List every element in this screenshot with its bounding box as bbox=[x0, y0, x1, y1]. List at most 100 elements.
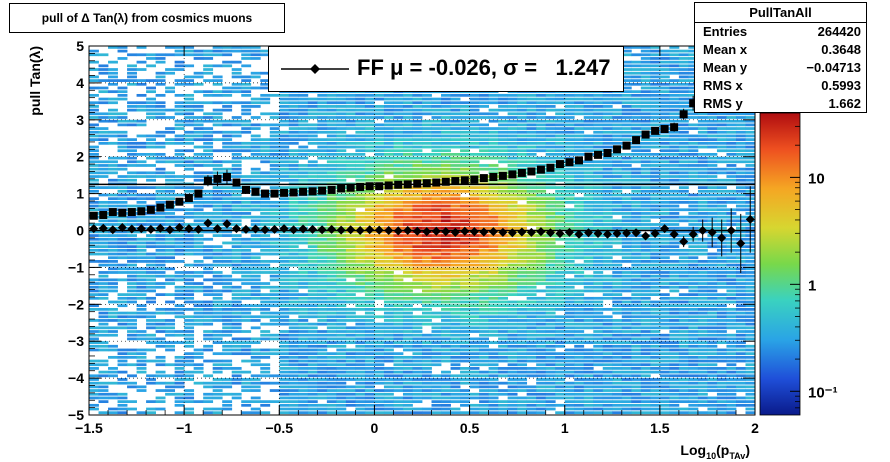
data-point bbox=[698, 226, 708, 235]
stats-label: RMS x bbox=[703, 78, 743, 93]
data-point bbox=[717, 233, 727, 243]
data-point bbox=[127, 208, 136, 217]
data-point bbox=[98, 223, 108, 233]
data-point bbox=[231, 224, 241, 234]
data-point bbox=[308, 224, 318, 234]
data-point bbox=[232, 178, 241, 187]
data-point bbox=[707, 227, 717, 237]
data-point bbox=[565, 158, 574, 167]
data-point bbox=[507, 228, 517, 238]
data-point bbox=[156, 203, 165, 212]
data-point bbox=[669, 229, 679, 239]
y-tick-label: 3 bbox=[76, 112, 84, 128]
x-tick-label: −0.5 bbox=[265, 420, 293, 436]
data-point bbox=[241, 185, 250, 194]
data-point bbox=[593, 228, 603, 238]
data-point bbox=[299, 187, 308, 196]
x-tick-label: −1.5 bbox=[75, 420, 103, 436]
z-tick-label: 1 bbox=[808, 277, 816, 294]
plot-title: pull of Δ Tan(λ) from cosmics muons bbox=[9, 3, 285, 33]
data-point bbox=[612, 228, 622, 238]
data-point bbox=[422, 227, 432, 237]
data-point bbox=[498, 171, 507, 180]
data-point bbox=[508, 170, 517, 179]
y-tick-label: −3 bbox=[68, 333, 84, 349]
data-point bbox=[479, 174, 488, 183]
data-point bbox=[451, 177, 460, 186]
data-point bbox=[460, 176, 469, 185]
data-point bbox=[489, 172, 498, 181]
data-point bbox=[118, 208, 127, 217]
data-point bbox=[632, 136, 641, 145]
legend: FF μ = -0.026, σ = 1.247 bbox=[268, 46, 624, 92]
data-point bbox=[99, 211, 108, 220]
stats-row: Mean y −0.04713 bbox=[695, 59, 866, 77]
data-point bbox=[469, 227, 479, 237]
series-mean bbox=[89, 186, 755, 273]
data-point bbox=[688, 229, 698, 239]
data-point bbox=[174, 223, 184, 233]
data-point bbox=[212, 224, 222, 234]
data-point bbox=[631, 228, 641, 238]
profile-markers bbox=[89, 81, 755, 273]
data-point bbox=[155, 223, 165, 233]
data-point bbox=[270, 189, 279, 198]
z-tick-label: 10 bbox=[808, 170, 825, 187]
x-tick-label: 0 bbox=[371, 420, 379, 436]
x-tick-label: 1 bbox=[561, 420, 569, 436]
data-point bbox=[184, 224, 194, 234]
stats-value: 264420 bbox=[817, 24, 861, 39]
data-point bbox=[222, 219, 232, 229]
data-point bbox=[555, 228, 565, 238]
data-point bbox=[165, 200, 174, 209]
data-point bbox=[270, 224, 280, 234]
y-tick-label: 0 bbox=[76, 223, 84, 239]
x-tick-label: −1 bbox=[176, 420, 192, 436]
legend-marker bbox=[281, 64, 349, 74]
data-point bbox=[745, 214, 755, 224]
data-point bbox=[127, 224, 137, 234]
data-point bbox=[527, 167, 536, 176]
data-point bbox=[584, 228, 593, 238]
data-point bbox=[641, 231, 651, 241]
y-axis-label: pull Tan(λ) bbox=[27, 46, 43, 116]
data-point bbox=[670, 123, 679, 132]
data-point bbox=[574, 156, 583, 165]
data-point bbox=[175, 197, 184, 206]
data-point bbox=[413, 179, 422, 188]
data-point bbox=[289, 225, 299, 235]
data-point bbox=[327, 185, 336, 194]
data-point bbox=[441, 177, 450, 186]
data-point bbox=[517, 227, 527, 237]
stats-row: Mean x 0.3648 bbox=[695, 41, 866, 59]
data-point bbox=[146, 224, 156, 234]
data-point bbox=[613, 145, 622, 154]
data-point bbox=[679, 237, 689, 247]
stats-label: Entries bbox=[703, 24, 748, 39]
stats-label: Mean x bbox=[703, 42, 748, 57]
data-point bbox=[460, 226, 470, 236]
data-point bbox=[213, 174, 222, 183]
data-point bbox=[384, 226, 394, 235]
stats-value: 0.3648 bbox=[821, 42, 861, 57]
data-point bbox=[356, 182, 365, 191]
data-point bbox=[555, 160, 564, 169]
data-point bbox=[393, 226, 403, 236]
data-point bbox=[279, 224, 289, 234]
data-point bbox=[622, 141, 631, 150]
stats-row: RMS y 1.662 bbox=[695, 95, 866, 113]
data-point bbox=[526, 227, 536, 237]
data-point bbox=[412, 226, 422, 236]
data-point bbox=[346, 183, 355, 192]
data-point bbox=[365, 225, 375, 235]
data-point bbox=[365, 182, 374, 191]
series-rms bbox=[89, 81, 707, 220]
stats-title: PullTanAll bbox=[695, 3, 866, 23]
y-tick-label: 4 bbox=[76, 75, 84, 91]
z-tick-label: 10⁻¹ bbox=[808, 384, 838, 401]
data-point bbox=[422, 179, 431, 188]
data-point bbox=[327, 224, 337, 234]
y-tick-label: −2 bbox=[68, 296, 84, 312]
x-tick-label: 0.5 bbox=[460, 420, 480, 436]
